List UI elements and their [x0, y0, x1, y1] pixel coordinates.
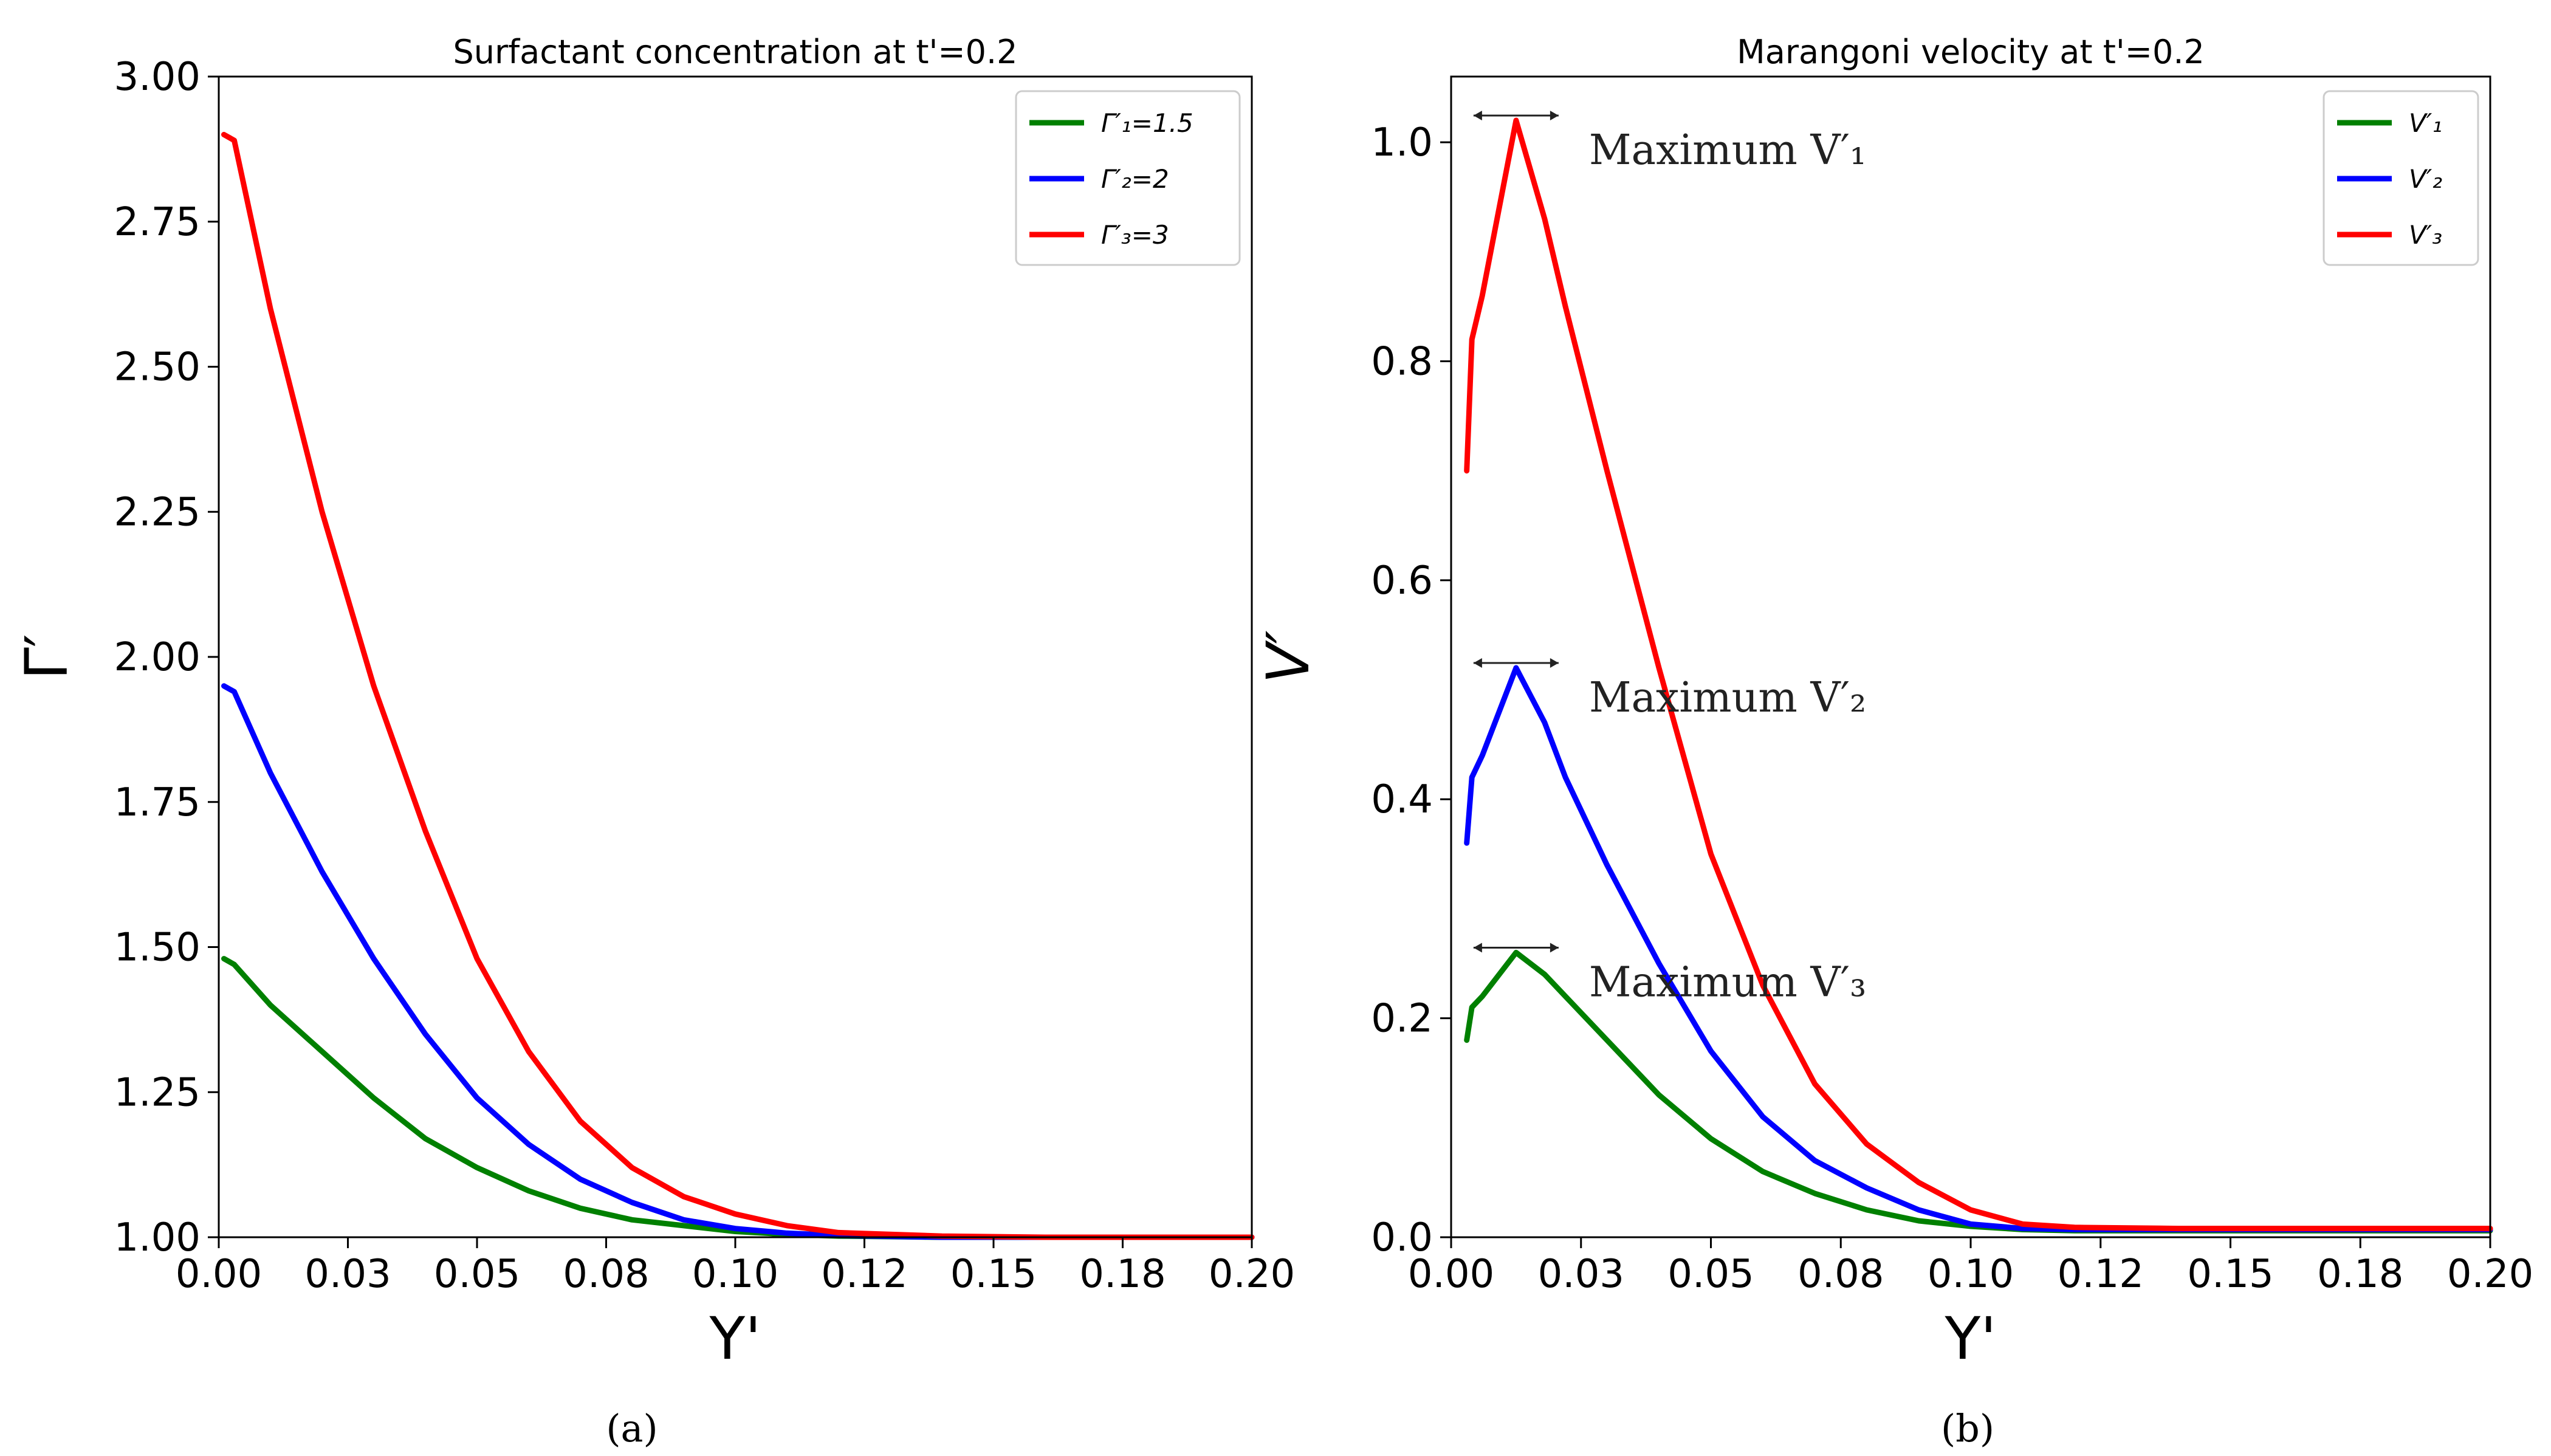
- x-tick-label: 0.03: [304, 1252, 391, 1297]
- x-axis-label: Y': [709, 1305, 761, 1373]
- x-tick-label: 0.15: [2187, 1252, 2274, 1297]
- legend-entry-1: V′₁: [2409, 108, 2442, 138]
- y-tick-label: 3.00: [114, 55, 201, 100]
- series-line-1: [221, 956, 1255, 1240]
- panel-caption: (b): [1941, 1406, 1994, 1451]
- x-tick-label: 0.12: [2058, 1252, 2144, 1297]
- annotation-arrowhead-left: [1473, 658, 1482, 668]
- x-tick-label: 0.12: [821, 1252, 908, 1297]
- y-axis-label: Γ′: [13, 634, 81, 679]
- series-line-3: [1464, 117, 2493, 1232]
- y-tick-label: 1.00: [114, 1215, 201, 1260]
- legend-entry-1: Γ′₁=1.5: [1101, 108, 1193, 138]
- x-tick-label: 0.05: [1667, 1252, 1754, 1297]
- x-tick-label: 0.05: [434, 1252, 521, 1297]
- x-tick-label: 0.20: [1209, 1252, 1296, 1297]
- y-tick-label: 1.25: [114, 1070, 201, 1115]
- chart-panel-b: Marangoni velocity at t'=0.2 0.00 0.03 0.05…: [1254, 33, 2533, 1451]
- x-tick-label: 0.10: [1928, 1252, 2014, 1297]
- x-tick-label: 0.00: [1408, 1252, 1495, 1297]
- annotation-label-3: Maximum V′₃: [1589, 959, 1866, 1007]
- series-line-2: [1464, 665, 2493, 1232]
- x-tick-label: 0.00: [176, 1252, 263, 1297]
- y-axis-label: V′: [1254, 630, 1322, 684]
- chart-panel-a: Surfactant concentration at t'=0.2 0.00 0.…: [13, 33, 1295, 1451]
- annotation-arrowhead-right: [1550, 111, 1559, 121]
- legend-entry-2: Γ′₂=2: [1101, 164, 1169, 194]
- y-tick-label: 0.4: [1371, 777, 1433, 822]
- chart-title: Surfactant concentration at t'=0.2: [453, 33, 1017, 71]
- x-tick-label: 0.08: [563, 1252, 650, 1297]
- chart-title: Marangoni velocity at t'=0.2: [1737, 33, 2205, 71]
- y-tick-label: 0.2: [1371, 997, 1433, 1042]
- annotation-arrowhead-right: [1550, 658, 1559, 668]
- y-tick-label: 1.50: [114, 925, 201, 970]
- y-tick-label: 0.6: [1371, 558, 1433, 603]
- y-tick-label: 0.0: [1371, 1215, 1433, 1260]
- panel-caption: (a): [606, 1406, 657, 1451]
- legend-entry-2: V′₂: [2409, 164, 2442, 194]
- x-tick-label: 0.20: [2447, 1252, 2534, 1297]
- x-tick-label: 0.10: [692, 1252, 779, 1297]
- series-line-2: [221, 683, 1255, 1240]
- x-tick-label: 0.15: [950, 1252, 1037, 1297]
- x-tick-label: 0.18: [1079, 1252, 1166, 1297]
- x-axis-label: Y': [1944, 1305, 1996, 1373]
- series-line-3: [221, 132, 1255, 1240]
- annotation-arrowhead-left: [1473, 943, 1482, 953]
- y-tick-label: 2.25: [114, 490, 201, 535]
- x-tick-label: 0.03: [1538, 1252, 1625, 1297]
- annotation-arrowhead-left: [1473, 111, 1482, 121]
- legend-box: [2323, 90, 2479, 266]
- y-tick-label: 1.0: [1371, 120, 1433, 165]
- y-tick-label: 2.75: [114, 200, 201, 245]
- y-tick-label: 2.00: [114, 635, 201, 680]
- legend-box: [1015, 90, 1241, 266]
- annotation-label-1: Maximum V′₁: [1589, 126, 1866, 174]
- y-tick-label: 2.50: [114, 345, 201, 390]
- legend-entry-3: V′₃: [2409, 220, 2442, 250]
- y-tick-label: 0.8: [1371, 339, 1433, 384]
- annotation-label-2: Maximum V′₂: [1589, 674, 1866, 722]
- annotation-arrowhead-right: [1550, 943, 1559, 953]
- x-tick-label: 0.18: [2317, 1252, 2404, 1297]
- x-tick-label: 0.08: [1797, 1252, 1884, 1297]
- legend-entry-3: Γ′₃=3: [1101, 220, 1169, 250]
- y-tick-label: 1.75: [114, 780, 201, 825]
